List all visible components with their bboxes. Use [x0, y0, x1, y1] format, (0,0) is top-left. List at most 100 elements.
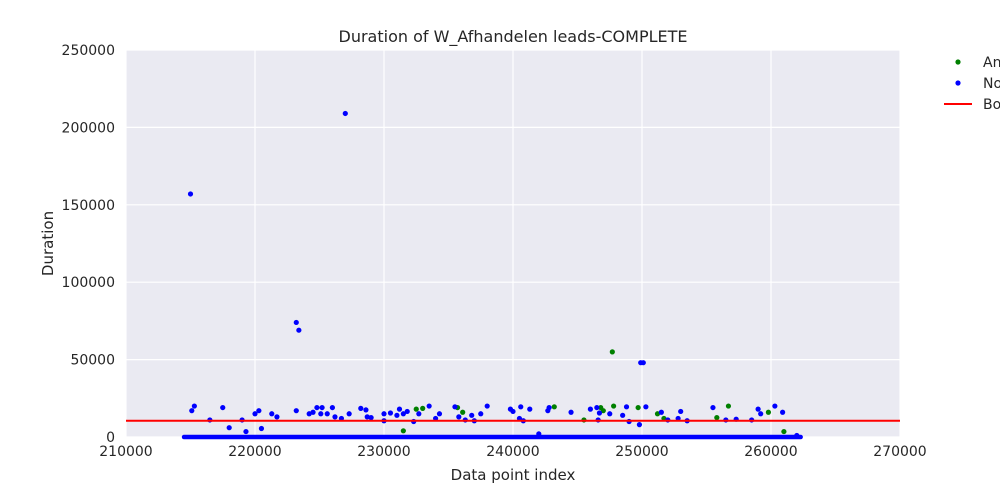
data-point [484, 403, 490, 409]
chart-title: Duration of W_Afhandelen leads-COMPLETE [339, 27, 688, 47]
y-tick-label: 0 [106, 430, 115, 446]
data-point [510, 408, 516, 415]
data-point [636, 422, 643, 428]
data-point [258, 425, 265, 432]
x-tick-label: 250000 [615, 444, 668, 460]
data-point [220, 404, 226, 411]
data-point [187, 191, 194, 197]
data-point [436, 411, 443, 417]
data-point [293, 319, 299, 326]
legend-label: No [983, 76, 1000, 92]
data-point [758, 411, 764, 417]
data-point [368, 415, 374, 421]
data-point [319, 404, 325, 411]
data-point [269, 411, 275, 417]
data-point [338, 415, 345, 422]
data-point [416, 411, 422, 417]
data-point [394, 412, 400, 418]
data-point [478, 411, 484, 417]
data-point [189, 408, 195, 414]
data-point [226, 425, 232, 431]
y-tick-labels: 0 50000 100000 150000 200000 250000 [62, 43, 115, 446]
legend-label: An [983, 55, 1000, 71]
data-point [607, 411, 613, 417]
data-point [710, 404, 716, 411]
data-point [635, 404, 641, 411]
data-point [363, 407, 369, 413]
data-point [551, 404, 557, 410]
data-point [387, 410, 394, 416]
x-tick-label: 230000 [357, 444, 410, 460]
data-point [600, 408, 606, 414]
legend: An No Bo [944, 55, 1000, 113]
data-point [772, 403, 778, 409]
data-point [452, 404, 458, 410]
data-point [516, 415, 523, 422]
data-point [794, 432, 800, 439]
x-tick-label: 210000 [99, 444, 152, 460]
data-point [623, 404, 630, 410]
data-point [400, 428, 406, 434]
y-tick-label: 150000 [62, 198, 115, 214]
y-axis-label: Duration [39, 211, 57, 276]
legend-label: Bo [983, 97, 1000, 113]
data-point [433, 415, 439, 422]
data-point [274, 414, 280, 420]
data-point [413, 406, 419, 412]
legend-marker [955, 80, 961, 86]
data-point [310, 409, 316, 415]
data-point [404, 408, 410, 415]
data-point [293, 408, 299, 414]
data-point [536, 431, 542, 437]
data-point [658, 409, 664, 415]
data-point [609, 349, 615, 355]
x-tick-label: 220000 [228, 444, 281, 460]
x-tick-label: 270000 [873, 444, 926, 460]
data-point [318, 411, 324, 417]
data-point [346, 411, 352, 417]
data-point [568, 409, 574, 415]
y-tick-label: 50000 [70, 353, 115, 369]
data-point [527, 406, 533, 412]
data-point [296, 327, 302, 333]
data-point [546, 404, 552, 411]
data-point [381, 411, 387, 417]
data-point [364, 414, 370, 420]
data-point [643, 404, 649, 410]
y-tick-label: 100000 [62, 275, 115, 291]
data-point [675, 415, 681, 422]
data-point [324, 411, 330, 417]
data-point [678, 408, 684, 415]
data-point [518, 404, 524, 410]
data-point [252, 411, 258, 417]
legend-marker [955, 59, 961, 65]
data-point [456, 414, 462, 420]
x-tick-labels: 210000 220000 230000 240000 250000 260000 2700… [99, 444, 926, 460]
data-point [611, 403, 617, 409]
data-point [780, 409, 786, 415]
data-point [420, 405, 426, 411]
data-point [342, 110, 348, 117]
data-point [587, 406, 594, 412]
data-point [594, 404, 600, 411]
data-point [620, 412, 626, 418]
data-point [314, 404, 320, 411]
data-point [332, 414, 338, 420]
y-tick-label: 200000 [62, 120, 115, 136]
data-point [256, 408, 262, 414]
data-point [714, 415, 720, 421]
data-point [243, 428, 249, 435]
data-point [725, 403, 732, 409]
data-point [755, 406, 761, 412]
data-point [329, 404, 335, 411]
data-point [469, 412, 475, 418]
data-point [191, 403, 197, 409]
data-point [596, 410, 603, 416]
data-point [765, 409, 772, 415]
y-tick-label: 250000 [62, 43, 115, 59]
data-point [400, 411, 406, 417]
data-point [781, 428, 787, 435]
x-axis-label: Data point index [451, 466, 576, 484]
data-point [460, 409, 466, 415]
